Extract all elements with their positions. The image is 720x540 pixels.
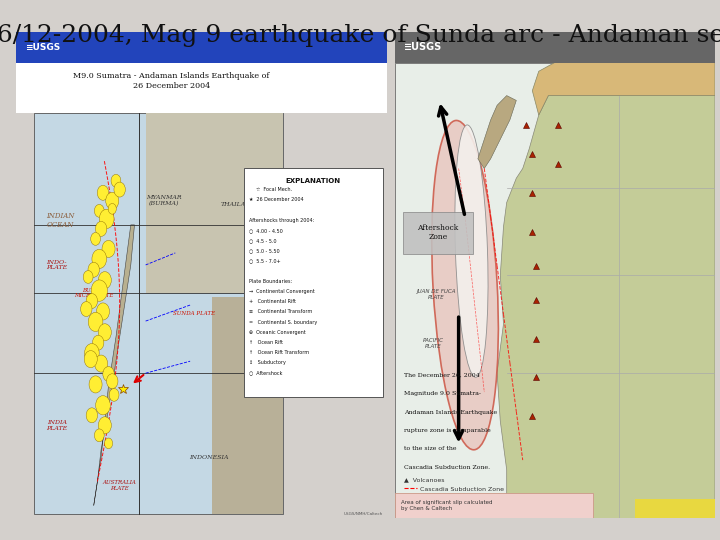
Bar	[16, 62, 387, 112]
Circle shape	[91, 280, 107, 301]
Text: ○  4.00 - 4.50: ○ 4.00 - 4.50	[249, 228, 283, 233]
Bar	[16, 32, 387, 63]
Text: ≡USGS: ≡USGS	[25, 43, 60, 52]
Text: ○  4.5 - 5.0: ○ 4.5 - 5.0	[249, 238, 277, 243]
Bar	[395, 493, 593, 518]
Text: rupture zone is comparable: rupture zone is comparable	[404, 428, 491, 433]
Text: PACIFIC
PLATE: PACIFIC PLATE	[423, 338, 444, 349]
Text: ○  5.5 - 7.0+: ○ 5.5 - 7.0+	[249, 259, 281, 264]
Text: Cascadia Subduction Zone: Cascadia Subduction Zone	[420, 487, 504, 492]
Circle shape	[92, 249, 107, 268]
Circle shape	[99, 324, 112, 341]
Circle shape	[86, 294, 98, 308]
Circle shape	[84, 343, 99, 363]
Ellipse shape	[432, 120, 498, 450]
Circle shape	[94, 205, 104, 217]
Text: ⊕  Oceanic Convergent: ⊕ Oceanic Convergent	[249, 330, 306, 335]
Text: Magnitude 9.0 Sumatra-: Magnitude 9.0 Sumatra-	[404, 391, 481, 396]
Circle shape	[96, 303, 109, 320]
Circle shape	[99, 272, 112, 289]
Circle shape	[109, 388, 119, 401]
Bar	[244, 168, 383, 397]
Circle shape	[81, 301, 92, 316]
Circle shape	[94, 355, 108, 372]
Text: ↑   Ocean Rift Transform: ↑ Ocean Rift Transform	[249, 350, 310, 355]
Polygon shape	[212, 297, 283, 514]
Circle shape	[102, 240, 115, 258]
Text: M9.0 Sumatra - Andaman Islands Earthquake of
26 December 2004: M9.0 Sumatra - Andaman Islands Earthquak…	[73, 72, 270, 90]
Circle shape	[99, 209, 114, 228]
Circle shape	[103, 367, 114, 381]
Text: 26/12-2004, Mag 9 earthquake of Sunda arc - Andaman sea: 26/12-2004, Mag 9 earthquake of Sunda ar…	[0, 24, 720, 48]
Text: →  Continental Convergent: → Continental Convergent	[249, 289, 315, 294]
Text: ▲  Volcanoes: ▲ Volcanoes	[404, 477, 445, 482]
Circle shape	[89, 376, 102, 393]
Circle shape	[84, 271, 93, 284]
Text: ↑   Ocean Rift: ↑ Ocean Rift	[249, 340, 284, 345]
Text: Plate Boundaries:: Plate Boundaries:	[249, 279, 292, 284]
Circle shape	[111, 174, 121, 187]
Circle shape	[96, 221, 107, 237]
Text: JUAN DE FUCA
PLATE: JUAN DE FUCA PLATE	[416, 289, 456, 300]
Text: INDO-
PLATE: INDO- PLATE	[46, 260, 67, 271]
Circle shape	[94, 429, 104, 442]
Circle shape	[84, 350, 97, 368]
Circle shape	[107, 374, 118, 389]
Text: Area of significant slip calculated
by Chen & Caltech: Area of significant slip calculated by C…	[401, 500, 492, 511]
Text: ≡   Continental Transform: ≡ Continental Transform	[249, 309, 312, 314]
Circle shape	[108, 204, 117, 214]
Text: =   Continental S. boundary: = Continental S. boundary	[249, 320, 318, 325]
Circle shape	[86, 408, 98, 423]
Circle shape	[104, 438, 112, 449]
Polygon shape	[497, 96, 715, 518]
Text: ☆  Focal Mech.: ☆ Focal Mech.	[256, 187, 292, 192]
Bar	[395, 32, 715, 63]
Circle shape	[91, 233, 101, 245]
Text: ○  5.0 - 5.50: ○ 5.0 - 5.50	[249, 248, 280, 253]
Circle shape	[97, 185, 109, 200]
Circle shape	[106, 192, 119, 210]
Text: INDIAN
OCEAN: INDIAN OCEAN	[46, 212, 75, 230]
Polygon shape	[478, 96, 516, 168]
Text: to the size of the: to the size of the	[404, 447, 456, 451]
Text: The December 26, 2004: The December 26, 2004	[404, 373, 480, 377]
Text: INDONESIA: INDONESIA	[189, 455, 228, 460]
Text: Aftershock
Zone: Aftershock Zone	[417, 224, 459, 241]
Polygon shape	[532, 63, 715, 115]
Bar	[635, 499, 715, 518]
Ellipse shape	[455, 125, 488, 377]
Text: ↕   Subductory: ↕ Subductory	[249, 361, 287, 366]
Text: SUNDA PLATE: SUNDA PLATE	[173, 310, 215, 315]
Text: Andaman Islands Earthquake: Andaman Islands Earthquake	[404, 409, 498, 415]
Circle shape	[99, 417, 112, 434]
Polygon shape	[94, 225, 135, 505]
Text: INDIA
PLATE: INDIA PLATE	[46, 420, 67, 431]
Circle shape	[114, 182, 125, 197]
Text: ≡USGS: ≡USGS	[404, 43, 442, 52]
Polygon shape	[145, 112, 283, 293]
Text: ○  Aftershock: ○ Aftershock	[249, 370, 283, 376]
Text: EXPLANATION: EXPLANATION	[286, 178, 341, 184]
Text: BURMA
MICROPLATE: BURMA MICROPLATE	[74, 288, 113, 299]
Circle shape	[92, 335, 104, 350]
Text: AUSTRALIA
PLATE: AUSTRALIA PLATE	[103, 480, 137, 491]
Text: +   Continental Rift: + Continental Rift	[249, 299, 297, 304]
Text: ★  26 December 2004: ★ 26 December 2004	[249, 197, 304, 202]
FancyBboxPatch shape	[402, 212, 473, 253]
Text: MYANMAR
(BURMA): MYANMAR (BURMA)	[146, 195, 182, 206]
Text: Aftershocks through 2004:: Aftershocks through 2004:	[249, 218, 315, 222]
Circle shape	[88, 262, 99, 277]
Text: USGS/NMH/Caltech: USGS/NMH/Caltech	[343, 512, 383, 516]
Bar	[35, 113, 283, 514]
Text: Cascadia Subduction Zone.: Cascadia Subduction Zone.	[404, 465, 490, 470]
Circle shape	[96, 396, 110, 415]
Circle shape	[89, 312, 103, 332]
Text: THAILAND: THAILAND	[220, 202, 256, 207]
